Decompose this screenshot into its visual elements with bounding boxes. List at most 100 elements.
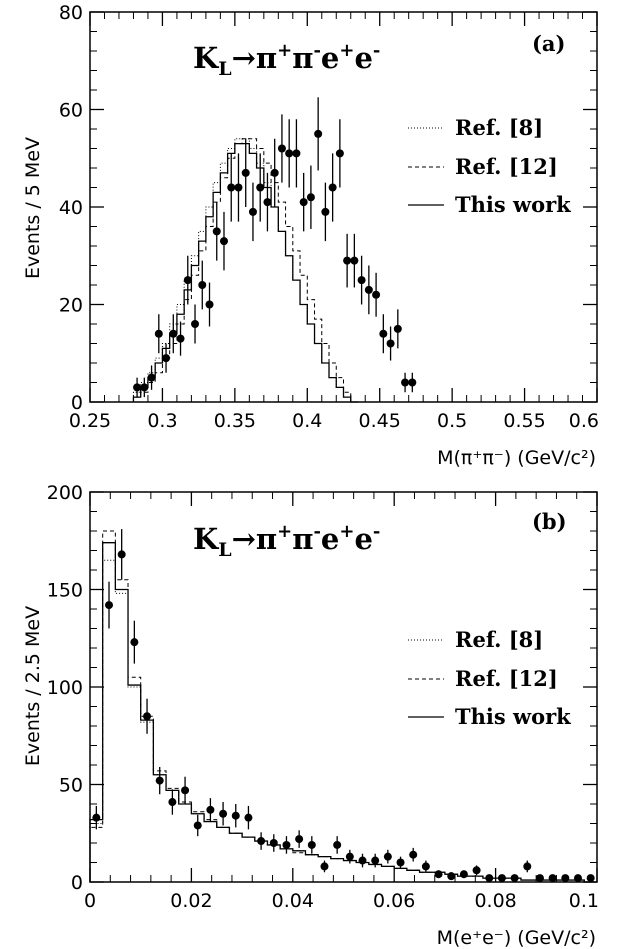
x-tick-label: 0.5 <box>437 410 467 432</box>
panel-a: 0 20 40 60 80 0.25 0.3 0.35 0.4 0.45 0.5 0.55 0.6 KL… <box>22 2 599 469</box>
data-point <box>510 874 519 883</box>
data-point <box>459 870 468 879</box>
x-axis-title: M(π⁺π⁻) (GeV/c²) <box>437 447 596 469</box>
y-tick-label: 60 <box>59 100 83 122</box>
x-tick-label: 0.08 <box>474 890 516 912</box>
data-point <box>285 149 294 158</box>
data-point <box>523 862 532 871</box>
data-point <box>169 329 178 338</box>
x-tick-label: 0.02 <box>170 890 212 912</box>
data-point <box>219 237 228 246</box>
data-point <box>372 290 381 299</box>
legend: Ref. [8] Ref. [12] This work <box>408 115 571 217</box>
data-point <box>307 840 316 849</box>
data-point <box>212 227 221 236</box>
data-point <box>401 378 410 387</box>
data-point <box>241 168 250 177</box>
process-title: KL→π+π-e+e- <box>193 40 380 80</box>
y-axis-title: Events / 2.5 MeV <box>22 606 44 766</box>
data-point <box>497 874 506 883</box>
data-point <box>205 300 214 309</box>
data-point <box>299 198 308 207</box>
y-tick-label: 200 <box>47 482 83 504</box>
data-point <box>396 858 405 867</box>
data-point <box>155 776 164 785</box>
data-point <box>292 149 301 158</box>
x-tick-label: 0.45 <box>359 410 401 432</box>
data-point <box>434 870 443 879</box>
data-point <box>335 149 344 158</box>
x-axis-title: M(e⁺e⁻) (GeV/c²) <box>437 927 596 949</box>
x-tick-label: 0.04 <box>272 890 314 912</box>
data-point <box>357 276 366 285</box>
data-point <box>379 329 388 338</box>
data-point <box>321 207 330 216</box>
y-tick-label: 50 <box>59 775 83 797</box>
x-tick-label: 0.55 <box>503 410 545 432</box>
data-point <box>154 329 163 338</box>
data-point <box>183 276 192 285</box>
data-point <box>193 821 202 830</box>
y-tick-label: 0 <box>71 872 83 894</box>
data-point <box>282 840 291 849</box>
axis-ticks: 0 20 40 60 80 0.25 0.3 0.35 0.4 0.45 0.5 0.55 0.6 <box>59 2 599 432</box>
data-point <box>314 129 323 138</box>
legend-label: This work <box>455 192 571 217</box>
data-point <box>371 856 380 865</box>
data-point <box>386 339 395 348</box>
data-point <box>333 840 342 849</box>
legend-label: Ref. [12] <box>455 666 558 691</box>
data-point <box>306 193 315 202</box>
data-point <box>350 256 359 265</box>
data-point <box>408 378 417 387</box>
data-point <box>117 550 126 559</box>
data-point <box>130 638 139 647</box>
data-point <box>206 805 215 814</box>
data-point <box>244 813 253 822</box>
data-point <box>421 862 430 871</box>
data-point <box>295 835 304 844</box>
data-point <box>198 281 207 289</box>
data-point <box>383 852 392 861</box>
series-dashed-histogram <box>132 138 358 403</box>
panel-label: (b) <box>532 509 567 534</box>
y-tick-label: 80 <box>59 2 83 24</box>
data-point <box>162 354 171 363</box>
y-tick-label: 20 <box>59 295 83 317</box>
data-point <box>143 712 152 721</box>
x-tick-label: 0.4 <box>292 410 322 432</box>
data-point <box>364 285 373 294</box>
legend-label: Ref. [8] <box>455 627 543 652</box>
process-title: KL→π+π-e+e- <box>193 521 380 561</box>
x-tick-label: 0.25 <box>69 410 111 432</box>
data-points-layer <box>92 529 595 883</box>
panel-label: (a) <box>532 31 565 56</box>
data-point <box>472 866 481 875</box>
data-point <box>343 256 352 265</box>
data-point <box>393 324 402 333</box>
data-point <box>256 183 265 192</box>
data-point <box>345 852 354 861</box>
histogram-layer <box>89 530 597 883</box>
data-point <box>181 786 190 795</box>
x-tick-label: 0.3 <box>147 410 177 432</box>
data-point <box>358 856 367 865</box>
x-tick-label: 0.35 <box>214 410 256 432</box>
y-tick-label: 0 <box>71 392 83 414</box>
y-axis-title: Events / 5 MeV <box>22 137 44 279</box>
data-point <box>176 334 185 343</box>
data-point <box>140 383 149 392</box>
data-point <box>270 168 279 177</box>
data-point <box>328 183 337 192</box>
data-point <box>191 320 200 328</box>
legend-label: This work <box>455 704 571 729</box>
data-point <box>573 874 582 883</box>
legend: Ref. [8] Ref. [12] This work <box>408 627 571 729</box>
y-tick-label: 150 <box>47 580 83 602</box>
legend-label: Ref. [12] <box>455 154 558 179</box>
data-point <box>234 183 243 192</box>
series-solid-histogram <box>89 542 597 883</box>
data-point <box>535 874 544 883</box>
x-tick-label: 0.1 <box>569 890 599 912</box>
